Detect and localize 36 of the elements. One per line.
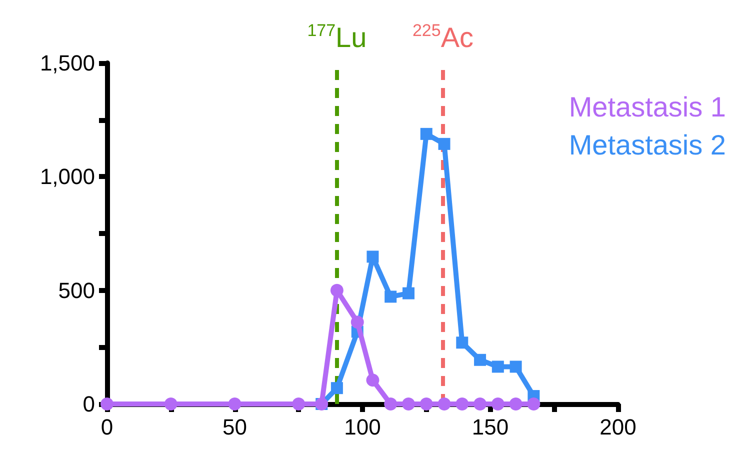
- y-tick-label: 1,000: [40, 164, 95, 190]
- x-tick-label: 100: [344, 414, 381, 440]
- text: Metastasis 1: [568, 92, 726, 122]
- text: Metastasis 2: [568, 130, 726, 160]
- point: [384, 290, 397, 303]
- point: [527, 398, 540, 410]
- point: [509, 398, 522, 410]
- point: [492, 360, 504, 373]
- point: [330, 382, 343, 394]
- point: [456, 398, 469, 410]
- point: [164, 398, 178, 410]
- x-tick-label: 200: [600, 414, 636, 440]
- point: [228, 398, 242, 410]
- y-tick-label: 500: [58, 278, 95, 303]
- point: [438, 138, 450, 150]
- x-tick-label: 0: [100, 414, 114, 440]
- point: [510, 360, 522, 373]
- point: [292, 398, 306, 410]
- point: [474, 354, 486, 366]
- point: [491, 398, 504, 410]
- y-tick-label: 1,500: [40, 50, 95, 76]
- point: [350, 316, 364, 329]
- point: [420, 398, 433, 410]
- point: [438, 398, 451, 410]
- point: [402, 398, 415, 410]
- point: [474, 398, 487, 410]
- point: [366, 374, 380, 387]
- y-tick-label: 0: [82, 392, 95, 416]
- point: [330, 284, 344, 297]
- point: [420, 128, 432, 140]
- point: [402, 287, 414, 300]
- point: [456, 336, 468, 349]
- point: [366, 250, 379, 263]
- x-tick-label: 50: [222, 414, 247, 440]
- x-tick-label: 150: [472, 414, 509, 440]
- point: [384, 398, 398, 410]
